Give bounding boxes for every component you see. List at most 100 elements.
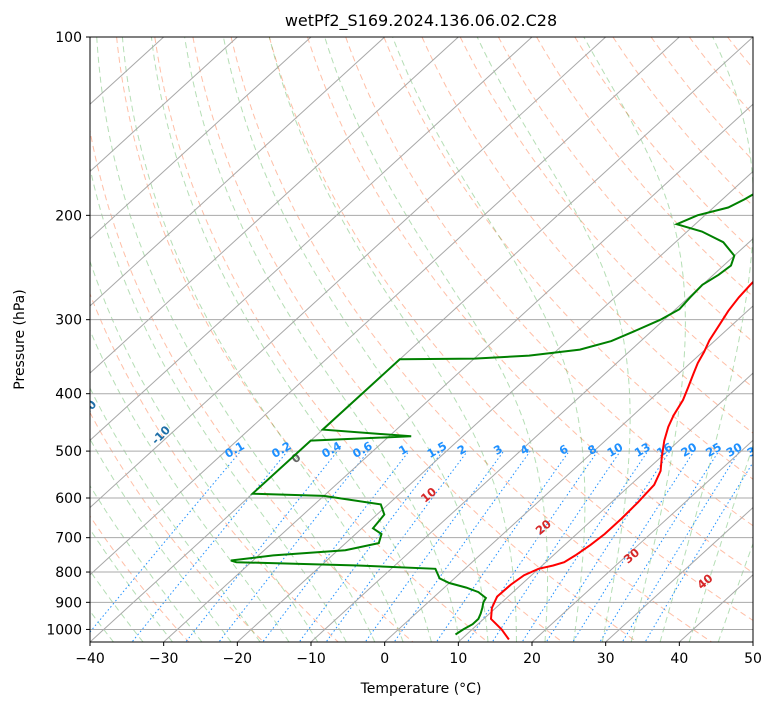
mixing-ratio-label: 20 <box>678 440 699 460</box>
moist-adiabat <box>268 37 517 642</box>
dry-adiabat <box>307 37 753 574</box>
dry-adiabat <box>574 37 753 252</box>
dry-adiabat <box>90 515 190 642</box>
moist-adiabat <box>90 328 290 642</box>
mixing-ratio-line <box>262 450 410 642</box>
isotherm-line <box>310 237 753 642</box>
y-tick-label: 500 <box>55 444 82 460</box>
y-tick-label: 300 <box>55 313 82 329</box>
y-tick-label: 700 <box>55 531 82 547</box>
background-lines <box>90 37 753 642</box>
isotherm-line <box>457 372 753 642</box>
y-tick-label: 200 <box>55 208 82 224</box>
moist-adiabat <box>90 570 144 642</box>
isotherm-line <box>90 37 753 642</box>
moist-adiabat <box>659 37 753 642</box>
moist-adiabat <box>184 37 461 642</box>
y-tick-label: 900 <box>55 595 82 611</box>
dry-adiabat <box>90 411 264 642</box>
moist-adiabat <box>96 37 376 642</box>
mixing-ratio-label: 1.5 <box>425 439 450 461</box>
x-axis-label: Temperature (°C) <box>360 681 482 697</box>
x-tick-label: −20 <box>223 651 253 667</box>
mixing-ratio-line <box>435 450 570 642</box>
moist-adiabat-label: 20 <box>533 517 554 538</box>
mixing-ratio-line <box>325 450 468 642</box>
mixing-ratio-label: 8 <box>585 442 599 458</box>
moist-adiabat-label: 40 <box>694 571 715 592</box>
moist-adiabat-label: 30 <box>621 545 642 566</box>
mixing-ratio-label: 25 <box>703 440 724 460</box>
isotherm-line <box>90 37 386 307</box>
dry-adiabat <box>268 37 753 622</box>
mixing-ratio-line <box>131 450 288 642</box>
moist-adiabat <box>90 528 173 642</box>
mixing-ratio-line <box>218 450 369 642</box>
dry-adiabat <box>421 37 753 434</box>
mixing-ratio-label: 6 <box>557 442 571 458</box>
mixing-ratio-label: 4 <box>518 442 532 458</box>
y-tick-label: 600 <box>55 491 82 507</box>
dry-adiabat-label: -20 <box>75 397 100 422</box>
y-tick-label: 800 <box>55 565 82 581</box>
isotherm-line <box>90 37 459 374</box>
moist-adiabat <box>90 484 203 642</box>
x-tick-label: 0 <box>380 651 389 667</box>
moist-adiabat <box>392 37 586 642</box>
mixing-ratio-line <box>572 450 695 642</box>
mixing-ratio-line <box>185 450 338 642</box>
isotherm-line <box>90 37 533 442</box>
dry-adiabat-label: -10 <box>148 423 173 448</box>
isotherm-line <box>90 37 607 509</box>
moist-adiabat <box>583 37 686 642</box>
mixing-ratio-label: 13 <box>632 440 653 460</box>
moist-adiabat <box>90 438 232 642</box>
mixing-ratio-line <box>491 450 621 642</box>
y-tick-label: 100 <box>55 30 82 46</box>
mixing-ratio-label: 0.1 <box>222 439 247 461</box>
moist-adiabat <box>717 542 753 642</box>
mixing-ratio-line <box>621 450 740 642</box>
mixing-ratio-label: 1 <box>396 442 410 458</box>
x-tick-label: −30 <box>149 651 179 667</box>
mixing-ratio-line <box>545 450 671 642</box>
dry-adiabat <box>688 37 753 116</box>
isotherm-line <box>90 37 238 173</box>
dry-adiabat <box>116 37 488 642</box>
isotherm-line <box>752 641 753 642</box>
mixing-ratio-label: 0.6 <box>350 439 375 461</box>
mixing-ratio-line <box>298 450 444 642</box>
isotherm-line <box>384 305 753 642</box>
dry-adiabat <box>154 37 563 642</box>
y-axis-label: Pressure (hPa) <box>12 289 28 389</box>
moist-adiabat <box>121 37 404 642</box>
mixing-ratio-label: 36 <box>744 440 765 460</box>
isotherm-line <box>90 37 680 576</box>
mixing-ratio-label: 2 <box>455 442 469 458</box>
plot-frame <box>89 36 754 643</box>
dry-adiabat <box>536 37 753 298</box>
dry-adiabat <box>383 37 753 480</box>
moist-adiabat <box>476 37 631 642</box>
dry-adiabat <box>90 128 414 642</box>
mixing-ratio-line <box>521 450 649 642</box>
dry-adiabat <box>192 37 638 642</box>
moist-adiabat <box>688 444 753 642</box>
moist-adiabat <box>90 387 261 642</box>
temperature-line <box>489 280 753 641</box>
moist-adiabat <box>150 37 432 642</box>
moist-adiabat <box>90 165 347 642</box>
moist-adiabat-label: 10 <box>418 484 439 505</box>
x-tick-label: −40 <box>75 651 105 667</box>
isotherm-line <box>605 506 753 642</box>
x-tick-label: 50 <box>744 651 762 667</box>
dry-adiabat <box>727 37 753 70</box>
dewpoint-line <box>230 193 753 636</box>
mixing-ratio-label: 0.4 <box>319 439 344 461</box>
mixing-ratio-line <box>364 450 505 642</box>
mixing-ratio-line <box>466 450 599 642</box>
x-tick-label: 20 <box>523 651 541 667</box>
mixing-ratio-label: 3 <box>491 442 505 458</box>
moist-adiabat <box>222 37 489 642</box>
